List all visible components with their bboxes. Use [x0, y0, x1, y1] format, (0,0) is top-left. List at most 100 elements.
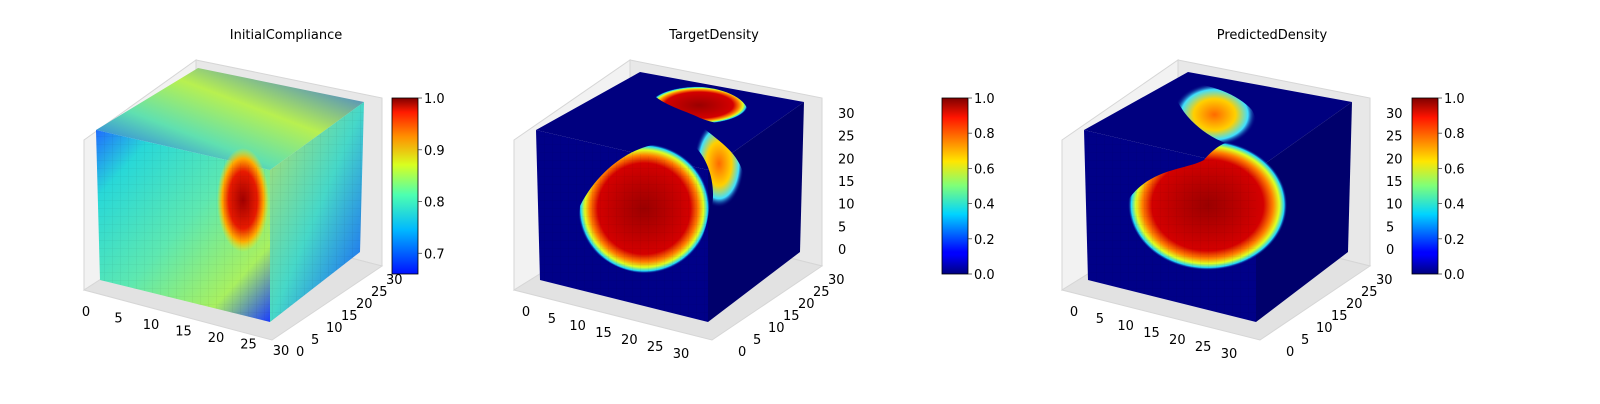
x-tick-label: 30 [1221, 347, 1238, 362]
density-upper [1172, 83, 1257, 146]
x-tick-label: 5 [1096, 312, 1104, 327]
y-tick-label: 5 [1301, 333, 1309, 348]
x-tick-label: 20 [621, 333, 638, 348]
z-tick-label: 20 [1386, 152, 1403, 167]
colorbar-tick-label: 0.8 [424, 196, 445, 211]
cube-top-face [96, 68, 364, 170]
colorbar-tick-label: 1.0 [974, 92, 995, 107]
z-tick-label: 30 [838, 107, 855, 122]
colorbar-tick-labels: 1.0 0.9 0.8 0.7 [418, 92, 445, 262]
y-tick-label: 10 [1316, 321, 1333, 336]
cube-top-face [536, 72, 804, 170]
x-tick-label: 15 [1143, 326, 1160, 341]
panel-initial-compliance: InitialCompliance 0 5 10 15 20 25 30 051015202… [82, 28, 445, 360]
y-tick-label: 30 [828, 273, 845, 288]
colorbar-tick-label: 0.4 [974, 198, 995, 213]
z-tick-label: 25 [1386, 130, 1403, 145]
x-tick-label: 5 [548, 312, 556, 327]
x-tick-label: 0 [522, 305, 530, 320]
y-tick-label: 30 [1376, 273, 1393, 288]
z-tick-label: 20 [838, 152, 855, 167]
y-tick-label: 25 [813, 285, 830, 300]
z-tick-labels: 0 5 10 15 20 25 30 [1386, 107, 1403, 258]
z-tick-label: 15 [838, 175, 855, 190]
z-tick-label: 25 [838, 130, 855, 145]
x-tick-label: 0 [1070, 305, 1078, 320]
colorbar-tick-label: 0.9 [424, 144, 445, 159]
z-tick-label: 10 [838, 198, 855, 213]
y-tick-label: 30 [386, 273, 403, 288]
x-tick-label: 10 [569, 319, 586, 334]
colorbar [941, 97, 969, 275]
colorbar [1411, 97, 1439, 275]
x-tick-labels: 0 5 10 15 20 25 30 [82, 305, 289, 359]
colorbar-tick-label: 0.8 [974, 127, 995, 142]
y-tick-label: 10 [326, 321, 343, 336]
x-tick-label: 30 [673, 347, 690, 362]
x-tick-label: 30 [273, 344, 290, 359]
x-tick-label: 25 [647, 340, 664, 355]
x-tick-label: 15 [175, 325, 192, 340]
x-tick-label: 25 [1195, 340, 1212, 355]
colorbar-tick-label: 0.6 [974, 162, 995, 177]
z-tick-label: 0 [1386, 243, 1394, 258]
density-link [694, 120, 744, 208]
colorbar-tick-label: 0.8 [1444, 127, 1465, 142]
colorbar-tick-labels: 1.0 0.8 0.6 0.4 0.2 0.0 [968, 92, 995, 283]
y-tick-label: 15 [341, 309, 358, 324]
z-tick-labels: 0 5 10 15 20 25 30 [838, 107, 855, 258]
y-tick-label: 20 [1346, 297, 1363, 312]
voxel-grid-side [270, 102, 364, 322]
x-tick-label: 0 [82, 305, 90, 320]
y-tick-label: 0 [296, 345, 304, 360]
x-tick-label: 10 [143, 318, 160, 333]
colorbar-tick-label: 1.0 [424, 92, 445, 107]
colorbar-tick-label: 0.2 [974, 233, 995, 248]
y-tick-label: 15 [1331, 309, 1348, 324]
panel-target-density: TargetDensity 0 5 10 15 20 25 30 051015202530 … [512, 28, 995, 362]
panel-predicted-density: PredictedDensity 0 5 10 15 20 25 30 0510152025… [1060, 28, 1465, 362]
voxel-grid-front [96, 130, 270, 322]
x-tick-label: 10 [1117, 319, 1134, 334]
density-arch [650, 86, 748, 124]
x-tick-label: 25 [240, 338, 257, 353]
chart-title: TargetDensity [668, 28, 759, 43]
y-tick-label: 25 [1361, 285, 1378, 300]
z-tick-label: 10 [1386, 198, 1403, 213]
colorbar-tick-label: 0.0 [974, 268, 995, 283]
y-tick-label: 10 [768, 321, 785, 336]
colorbar-tick-label: 0.6 [1444, 162, 1465, 177]
z-tick-label: 5 [1386, 220, 1394, 235]
chart-title: InitialCompliance [230, 28, 343, 43]
y-tick-label: 25 [371, 285, 388, 300]
voxel-grid-front [536, 130, 708, 322]
colorbar-tick-label: 0.7 [424, 247, 445, 262]
colorbar [391, 97, 419, 275]
y-tick-label: 5 [753, 333, 761, 348]
z-tick-label: 5 [838, 220, 846, 235]
colorbar-tick-label: 0.2 [1444, 233, 1465, 248]
y-tick-label: 5 [311, 333, 319, 348]
y-tick-label: 20 [798, 297, 815, 312]
z-tick-label: 30 [1386, 107, 1403, 122]
x-tick-label: 20 [1169, 333, 1186, 348]
x-tick-label: 20 [208, 331, 225, 346]
y-tick-label: 0 [1286, 345, 1294, 360]
colorbar-tick-label: 1.0 [1444, 92, 1465, 107]
z-tick-label: 0 [838, 243, 846, 258]
cube-side-face [1256, 102, 1352, 322]
x-tick-label: 15 [595, 326, 612, 341]
y-tick-label: 0 [738, 345, 746, 360]
colorbar-tick-label: 0.0 [1444, 268, 1465, 283]
z-tick-label: 15 [1386, 175, 1403, 190]
x-tick-label: 5 [114, 312, 122, 327]
y-tick-label: 20 [356, 297, 373, 312]
x-tick-labels: 0 5 10 15 20 25 30 [522, 305, 689, 362]
voxel-grid-front [1084, 130, 1256, 322]
colorbar-tick-label: 0.4 [1444, 198, 1465, 213]
chart-title: PredictedDensity [1217, 28, 1328, 43]
x-tick-labels: 0 5 10 15 20 25 30 [1070, 305, 1237, 362]
